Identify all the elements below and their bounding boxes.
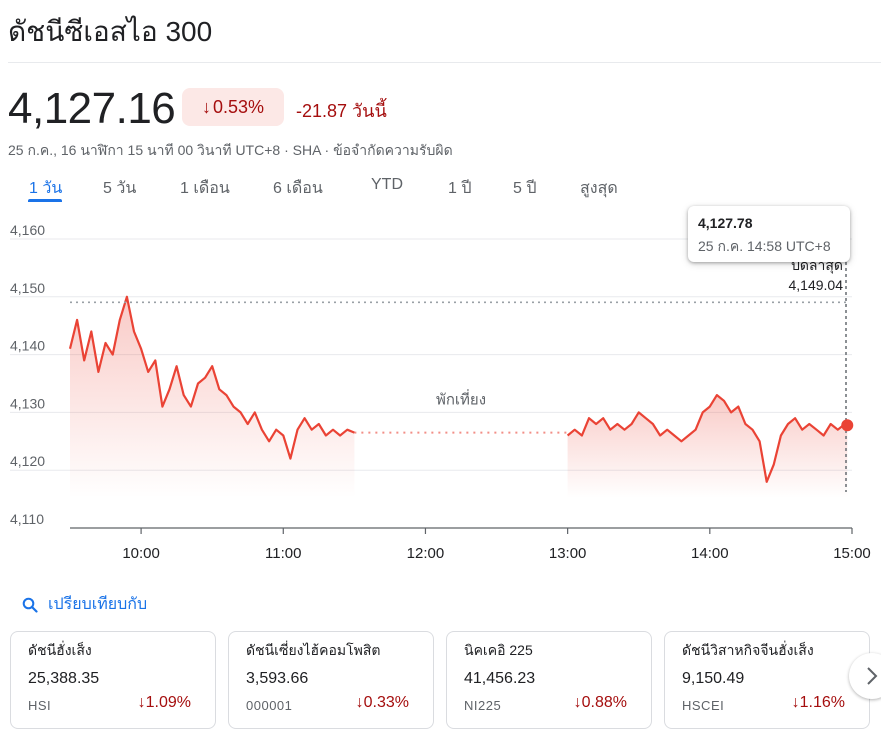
card-value: 41,456.23 — [464, 670, 536, 687]
tooltip-time: 25 ก.ค. 14:58 UTC+8 — [698, 238, 831, 254]
lunch-label: พักเที่ยง — [436, 389, 486, 409]
arrow-down-icon: ↓ — [573, 694, 582, 711]
card-change: ↓0.33% — [356, 694, 409, 712]
arrow-down-icon: ↓ — [791, 694, 800, 711]
card-name: นิคเคอิ 225 — [464, 642, 533, 658]
x-tick-label: 11:00 — [265, 545, 301, 562]
card-symbol: NI225 — [464, 698, 502, 713]
compare-card[interactable]: ดัชนีวิสาหกิจจีนฮั่งเส็ง 9,150.49 HSCEI … — [664, 631, 870, 729]
tab-5y[interactable]: 5 ปี — [513, 180, 537, 197]
card-value: 3,593.66 — [246, 670, 309, 687]
tooltip-value: 4,127.78 — [698, 215, 753, 231]
compare-button[interactable]: เปรียบเทียบกับ — [22, 592, 147, 617]
active-tab-indicator — [28, 199, 62, 202]
x-tick-label: 12:00 — [407, 545, 445, 562]
series-line — [566, 394, 848, 483]
compare-label: เปรียบเทียบกับ — [48, 596, 148, 613]
x-tick-label: 10:00 — [122, 545, 160, 562]
compare-card[interactable]: ดัชนีเซี่ยงไฮ้คอมโพสิต 3,593.66 000001 ↓… — [228, 631, 434, 729]
card-change-value: 1.16% — [799, 694, 845, 711]
card-value: 9,150.49 — [682, 670, 745, 687]
card-value: 25,388.35 — [28, 670, 100, 687]
change-absolute: -21.87 วันนี้ — [296, 101, 387, 121]
tab-5d[interactable]: 5 วัน — [103, 180, 137, 197]
y-tick-label: 4,150 — [10, 280, 45, 296]
current-point — [841, 419, 854, 432]
card-name: ดัชนีฮั่งเส็ง — [28, 642, 92, 658]
current-price: 4,127.16 — [8, 84, 176, 133]
card-name: ดัชนีวิสาหกิจจีนฮั่งเส็ง — [682, 642, 814, 658]
page-title: ดัชนีซีเอสไอ 300 — [8, 16, 213, 47]
tab-max[interactable]: สูงสุด — [580, 180, 618, 197]
tab-6m[interactable]: 6 เดือน — [273, 180, 323, 197]
search-icon — [22, 597, 38, 613]
tab-1d[interactable]: 1 วัน — [29, 180, 63, 197]
arrow-down-icon: ↓ — [201, 96, 211, 117]
compare-card[interactable]: ดัชนีฮั่งเส็ง 25,388.35 HSI ↓1.09% — [10, 631, 216, 729]
tab-1m[interactable]: 1 เดือน — [180, 180, 230, 197]
arrow-down-icon: ↓ — [355, 694, 364, 711]
card-change-value: 0.88% — [581, 694, 627, 711]
change-percent: 0.53% — [212, 96, 265, 117]
card-change: ↓1.09% — [138, 694, 191, 712]
tab-ytd[interactable]: YTD — [371, 176, 403, 193]
change-percent-badge: ↓ 0.53% — [182, 88, 284, 126]
series-area — [70, 296, 355, 498]
divider — [8, 62, 881, 63]
quote-meta: 25 ก.ค., 16 นาฬิกา 15 นาที 00 วินาที UTC… — [8, 142, 453, 158]
x-tick-label: 15:00 — [833, 545, 871, 562]
y-tick-label: 4,120 — [10, 453, 45, 469]
card-symbol: HSI — [28, 698, 52, 713]
chart-tooltip: 4,127.78 25 ก.ค. 14:58 UTC+8 — [688, 206, 850, 262]
card-change-value: 1.09% — [145, 694, 191, 711]
card-change-value: 0.33% — [363, 694, 409, 711]
card-name: ดัชนีเซี่ยงไฮ้คอมโพสิต — [246, 642, 381, 658]
tab-1y[interactable]: 1 ปี — [448, 180, 472, 197]
card-symbol: 000001 — [246, 698, 293, 713]
y-tick-label: 4,140 — [10, 338, 45, 354]
compare-card[interactable]: นิคเคอิ 225 41,456.23 NI225 ↓0.88% — [446, 631, 652, 729]
next-cards-button[interactable] — [849, 653, 881, 699]
y-tick-label: 4,110 — [10, 511, 44, 527]
card-change: ↓1.16% — [792, 694, 845, 712]
card-change: ↓0.88% — [574, 694, 627, 712]
series-area — [567, 395, 848, 498]
chevron-right-icon — [867, 667, 878, 685]
card-symbol: HSCEI — [682, 698, 725, 713]
x-tick-label: 13:00 — [549, 545, 587, 562]
x-tick-label: 14:00 — [691, 545, 729, 562]
series-line — [68, 295, 355, 460]
arrow-down-icon: ↓ — [137, 694, 146, 711]
price-chart[interactable]: 4,110 4,120 4,130 4,140 4,150 4,160 พักเที่ยง… — [0, 210, 881, 580]
prev-close-value: 4,149.04 — [788, 277, 844, 293]
y-tick-label: 4,130 — [10, 395, 45, 411]
y-tick-label: 4,160 — [10, 222, 45, 238]
